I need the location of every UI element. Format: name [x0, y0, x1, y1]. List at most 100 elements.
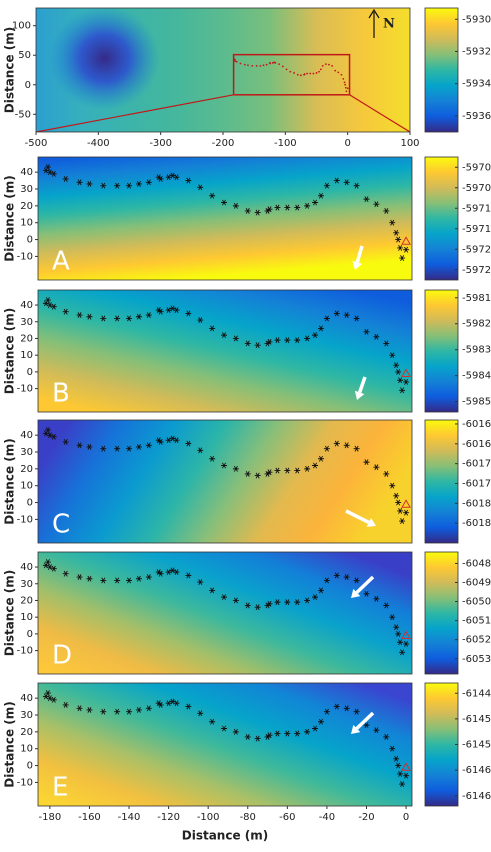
track-point — [244, 207, 251, 214]
track-point — [399, 387, 406, 394]
plot-area — [38, 683, 412, 806]
track-point — [145, 179, 152, 186]
track-point — [247, 64, 249, 67]
track-point — [221, 725, 228, 732]
track-point — [266, 469, 273, 476]
track-point — [157, 308, 164, 315]
zoom-line — [36, 94, 234, 132]
track-point — [76, 312, 83, 318]
track-point — [262, 64, 265, 67]
y-tick-label: 10 — [20, 744, 33, 755]
x-tick-label: -180 — [39, 812, 62, 823]
panel-label: A — [52, 247, 70, 277]
track-point — [393, 362, 400, 369]
track-point — [50, 170, 57, 177]
track-point — [100, 182, 107, 189]
track-point — [254, 342, 261, 349]
direction-arrow — [355, 711, 375, 730]
track-point — [373, 201, 380, 208]
track-point — [334, 69, 337, 72]
y-axis-title: Distance (m) — [3, 175, 17, 262]
zoom-line — [349, 94, 410, 132]
track-point — [274, 337, 281, 344]
track-point — [100, 708, 107, 715]
track-point — [86, 181, 93, 187]
track-point — [114, 577, 121, 584]
track-point — [383, 340, 390, 347]
track-point — [255, 64, 258, 67]
colorbar-tick-label: -6050 — [462, 597, 491, 608]
y-tick-label: 30 — [20, 579, 33, 590]
track-point — [333, 440, 340, 447]
track-point — [209, 325, 216, 332]
zoom-box — [232, 53, 351, 96]
y-tick-label: 0 — [27, 498, 33, 509]
station-marker — [401, 236, 411, 245]
y-tick-label: 100 — [12, 21, 31, 32]
x-tick-label: 0 — [403, 812, 409, 823]
station-marker — [401, 630, 411, 640]
track-point — [353, 445, 360, 452]
y-axis-title: Distance (m) — [3, 570, 17, 657]
track-point — [50, 303, 57, 310]
track-point — [393, 755, 400, 762]
direction-arrow-head — [351, 588, 361, 598]
track-point — [345, 90, 348, 93]
y-tick-label: 40 — [20, 167, 33, 178]
track-point — [284, 204, 291, 211]
track-point — [294, 467, 301, 474]
track-point — [343, 442, 350, 449]
plot-frame — [37, 289, 413, 413]
track-point — [397, 639, 404, 646]
track-point — [403, 640, 410, 647]
direction-arrow-head — [354, 390, 365, 400]
colorbar-tick-label: -6144.5 — [462, 688, 491, 699]
colorbar-tick-label: -5970.5 — [462, 183, 491, 194]
track-point — [353, 182, 360, 189]
direction-arrow — [345, 509, 370, 524]
track-point — [397, 771, 404, 777]
colorbar-tick-label: -6146.5 — [462, 791, 491, 802]
colorbar — [424, 419, 459, 544]
track-point — [62, 308, 69, 315]
track-point — [395, 762, 402, 769]
y-tick-label: -10 — [17, 251, 33, 262]
y-tick-label: 40 — [20, 300, 33, 311]
y-tick-label: 10 — [20, 218, 33, 229]
track-point — [403, 378, 410, 385]
track-point — [284, 467, 291, 474]
track-point — [76, 179, 83, 186]
colorbar-tick-label: -6048 — [462, 558, 491, 569]
track-point — [342, 77, 345, 80]
track-point — [323, 577, 330, 584]
track-point — [274, 467, 281, 474]
track-point — [312, 462, 319, 469]
track-point — [323, 182, 330, 189]
track-point — [126, 315, 133, 322]
track-point — [315, 72, 318, 74]
colorbar-tick-label: -5971 — [462, 203, 491, 214]
track-point — [100, 445, 107, 452]
direction-arrow-head — [366, 517, 376, 527]
track-point — [306, 72, 309, 75]
plot-frame — [37, 682, 413, 807]
colorbar-tick-label: -6018.5 — [462, 518, 491, 529]
track-point — [86, 707, 93, 713]
y-axis-title: Distance (m) — [3, 438, 17, 525]
track-point — [294, 337, 301, 344]
track-point — [209, 718, 216, 725]
track-point — [76, 574, 83, 580]
track-point — [185, 177, 192, 184]
y-tick-label: 10 — [20, 612, 33, 623]
track-point — [363, 196, 370, 203]
track-point — [343, 81, 346, 84]
colorbar-tick-label: -5985 — [462, 397, 491, 408]
heatmap-low — [49, 8, 160, 111]
colorbar-tick-label: -6146 — [462, 765, 491, 776]
colorbar-tick-label: -5971.5 — [462, 224, 491, 235]
track-point — [312, 725, 319, 732]
y-tick-label: -10 — [17, 777, 33, 788]
x-tick-label: 0 — [344, 138, 350, 149]
y-tick-label: 20 — [20, 727, 33, 738]
y-tick-label: -10 — [17, 384, 33, 395]
